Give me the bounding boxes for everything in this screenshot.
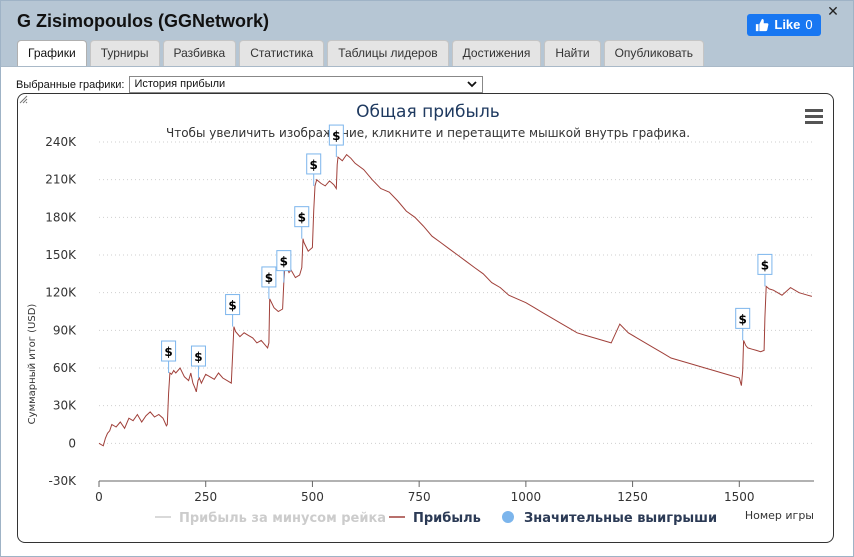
x-tick-label: 750: [408, 490, 431, 504]
big-win-marker: $: [757, 253, 773, 287]
x-axis-title: Номер игры: [745, 509, 814, 522]
big-win-flag-label: $: [310, 158, 318, 172]
x-tick-label: 500: [301, 490, 324, 504]
big-win-flag-label: $: [280, 255, 288, 269]
big-win-markers: $ $ $ $ $ $ $ $ $ $: [161, 124, 773, 379]
tab-leaderboards[interactable]: Таблицы лидеров: [327, 40, 449, 66]
y-tick-label: 0: [68, 436, 76, 450]
tab-charts[interactable]: Графики: [17, 40, 87, 67]
y-tick-label: 240K: [45, 135, 77, 149]
big-win-flag: [328, 124, 344, 146]
big-win-flag: [757, 253, 773, 275]
chart-select-dropdown[interactable]: История прибыли: [129, 76, 484, 93]
big-win-flag: [735, 307, 751, 329]
legend-item: Прибыль: [389, 511, 481, 526]
y-tick-label: 120K: [45, 286, 77, 300]
big-win-flag-label: $: [265, 271, 273, 285]
window-title: G Zisimopoulos (GGNetwork): [17, 11, 270, 31]
x-tick-label: 1250: [617, 490, 648, 504]
big-win-flag: [294, 206, 310, 228]
legend-label: Прибыль: [413, 511, 481, 526]
chart-selector-row: Выбранные графики: История прибыли: [16, 76, 484, 93]
big-win-marker: $: [276, 250, 292, 283]
thumbs-up-icon: [756, 18, 769, 32]
big-win-flag-label: $: [332, 129, 340, 143]
big-win-flag: [261, 266, 277, 288]
legend-item: Значительные выигрыши: [502, 511, 717, 526]
chevron-down-icon: [467, 81, 478, 88]
facebook-like-button[interactable]: Like 0: [747, 14, 821, 36]
chart-axes: -30K 0 30K 60K 90K 120K 150K 180K 210K 240K 0 250 50…: [45, 135, 814, 504]
resize-grip-icon[interactable]: [18, 94, 28, 104]
y-tick-label: 30K: [53, 399, 77, 413]
y-tick-label: 90K: [53, 323, 77, 337]
big-win-flag: [225, 294, 241, 316]
hamburger-menu-icon[interactable]: [802, 107, 826, 127]
tab-divider: [1, 66, 853, 67]
big-win-marker: $: [225, 294, 241, 327]
x-tick-label: 250: [194, 490, 217, 504]
y-tick-label: 180K: [45, 210, 77, 224]
big-win-flag-label: $: [228, 299, 236, 313]
legend-label: Прибыль за минусом рейка: [179, 511, 386, 526]
tab-breakdown[interactable]: Разбивка: [162, 40, 237, 66]
chart-series: [98, 153, 813, 447]
big-win-flag: [190, 345, 206, 367]
big-win-flag: [306, 153, 322, 175]
big-win-marker: $: [328, 124, 344, 158]
y-tick-label: 210K: [45, 173, 77, 187]
x-tick-label: 0: [95, 490, 103, 504]
big-win-flag-label: $: [164, 345, 172, 359]
y-axis-title: Суммарный итог (USD): [27, 304, 38, 425]
big-win-marker: $: [294, 206, 310, 239]
chart-title: Общая прибыль: [356, 102, 500, 122]
big-win-marker: $: [735, 307, 751, 341]
tab-bar: Графики Турниры Разбивка Статистика Табл…: [17, 40, 705, 67]
tab-achievements[interactable]: Достижения: [451, 40, 542, 66]
like-count: 0: [805, 17, 813, 32]
big-win-flag: [276, 250, 292, 272]
chart-selector-label: Выбранные графики:: [16, 78, 125, 91]
x-tick-label: 1000: [511, 490, 542, 504]
tab-publish[interactable]: Опубликовать: [603, 40, 705, 66]
chart-legend: Прибыль за минусом рейка Прибыль Значитель…: [155, 511, 717, 526]
big-win-flag-label: $: [298, 211, 306, 225]
big-win-flag-label: $: [194, 350, 202, 364]
close-icon[interactable]: ✕: [827, 3, 839, 19]
y-tick-label: -30K: [49, 474, 78, 488]
big-win-marker: $: [306, 153, 322, 186]
y-tick-label: 150K: [45, 248, 77, 262]
tab-tournaments[interactable]: Турниры: [89, 40, 160, 66]
chart-grid: [99, 141, 814, 482]
x-tick-label: 1500: [724, 490, 755, 504]
big-win-marker: $: [161, 340, 177, 374]
y-tick-label: 60K: [53, 361, 77, 375]
chart-select-value: История прибыли: [134, 78, 226, 90]
chart-subtitle: Чтобы увеличить изображение, кликните и …: [166, 126, 690, 140]
big-win-flag: [161, 340, 177, 362]
profit-series-line: [98, 153, 813, 447]
big-win-marker: $: [190, 345, 206, 379]
big-win-marker: $: [261, 266, 277, 299]
big-win-flag-label: $: [739, 312, 747, 326]
profit-chart[interactable]: Общая прибыль Чтобы увеличить изображени…: [18, 94, 834, 543]
tab-find[interactable]: Найти: [544, 40, 601, 66]
chart-container[interactable]: Общая прибыль Чтобы увеличить изображени…: [17, 93, 834, 543]
legend-dot-symbol: [502, 511, 514, 523]
legend-item: Прибыль за минусом рейка: [155, 511, 386, 526]
like-label: Like: [774, 17, 801, 32]
tab-statistics[interactable]: Статистика: [239, 40, 325, 66]
big-win-flag-label: $: [761, 258, 769, 272]
legend-label: Значительные выигрыши: [524, 511, 717, 526]
